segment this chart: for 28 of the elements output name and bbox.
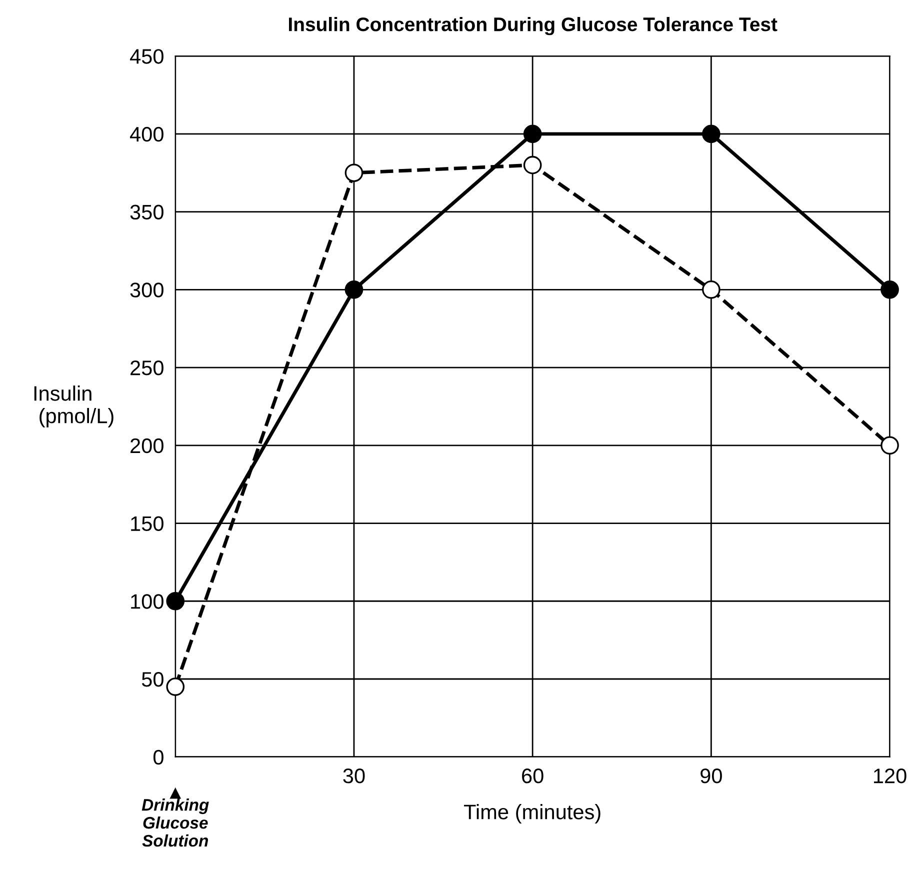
point: [702, 280, 720, 299]
chart-title: Insulin Concentration During Glucose Tolerance Test: [288, 16, 778, 36]
y-tick-label: 50: [142, 672, 164, 687]
x-tick-label: 120: [874, 768, 906, 784]
point: [880, 436, 899, 455]
y-tick-label: 350: [130, 204, 164, 220]
point: [880, 280, 899, 299]
point: [166, 678, 185, 696]
x-tick-label: 60: [522, 768, 544, 784]
y-tick-label: 100: [131, 594, 164, 609]
point: [523, 156, 542, 174]
y-tick-label: 300: [130, 282, 164, 298]
point: [344, 164, 364, 182]
text: Drinking Glucose Solution: [142, 798, 209, 847]
y-tick-label: 250: [130, 360, 164, 376]
point: [702, 124, 720, 144]
y-axis-title: Insulin (pmol/L): [34, 386, 114, 428]
x-tick-label: 90: [700, 768, 722, 784]
y-tick-label: 450: [130, 49, 164, 64]
x-axis-title: Time (minutes): [464, 804, 600, 824]
point: [523, 124, 542, 144]
y-tick-label: 200: [130, 438, 164, 454]
y-tick-label: 150: [131, 516, 164, 532]
point: [166, 592, 185, 610]
point: [344, 280, 364, 299]
y-tick-label: 400: [130, 126, 164, 142]
y-tick-label: 0: [153, 750, 164, 765]
x-tick-label: 30: [343, 768, 365, 784]
